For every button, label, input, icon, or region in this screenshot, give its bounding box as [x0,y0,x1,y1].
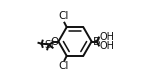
Text: Cl: Cl [59,11,69,21]
Text: Si: Si [44,40,54,50]
Text: O: O [50,37,58,46]
Text: OH: OH [100,32,115,42]
Text: Cl: Cl [59,61,69,71]
Text: OH: OH [100,41,115,51]
Text: B: B [93,37,101,46]
